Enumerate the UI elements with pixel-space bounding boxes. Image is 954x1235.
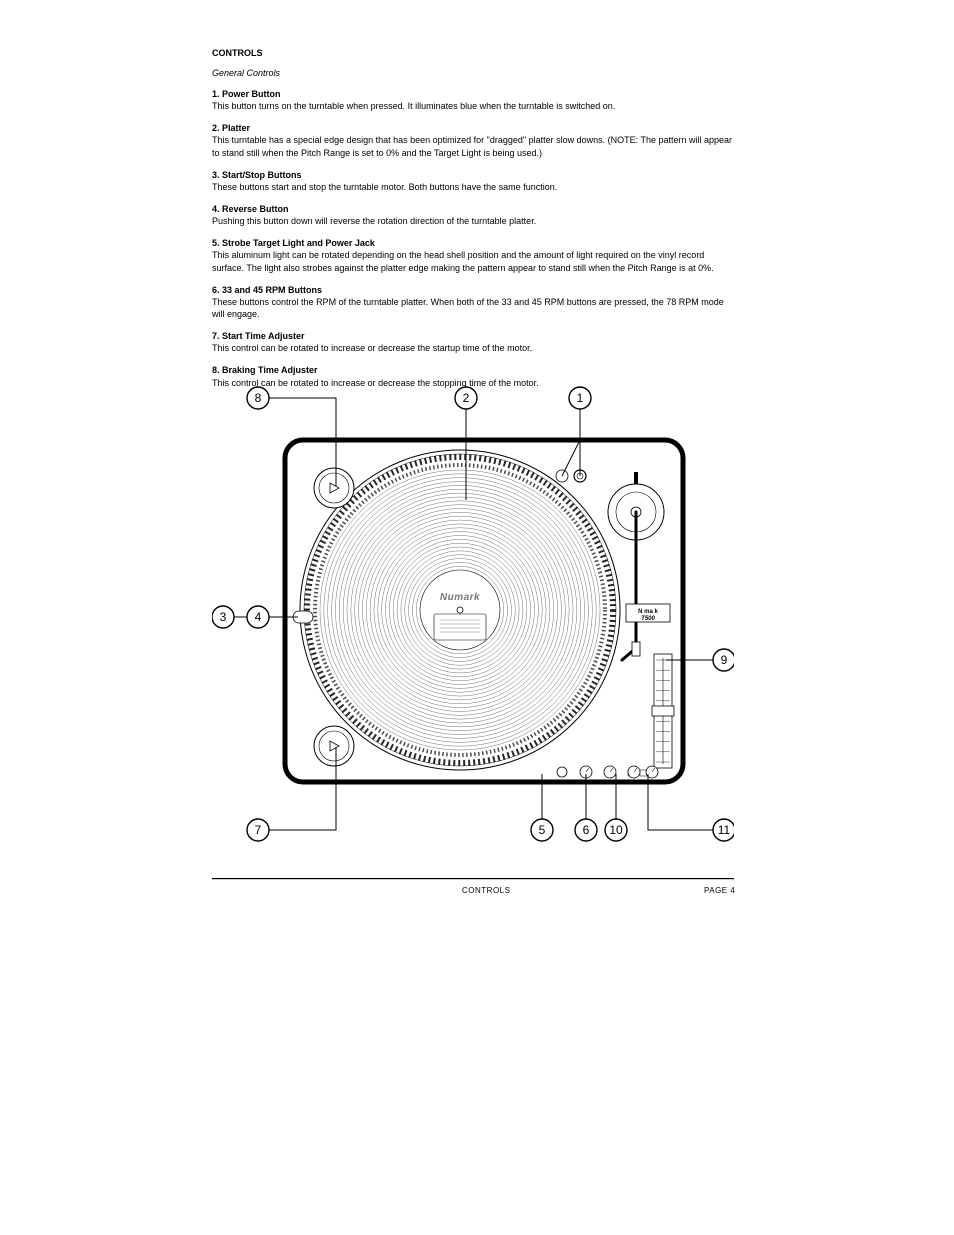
- svg-text:T500: T500: [641, 616, 655, 622]
- control-item: 2. Platter This turntable has a special e…: [212, 122, 734, 158]
- turntable-diagram: Numark N ma kT500 1 2 3 4 5 6 7 8 9 10 11: [212, 380, 734, 850]
- control-item-body: This button turns on the turntable when …: [212, 101, 615, 111]
- control-item-title: 8. Braking Time Adjuster: [212, 365, 318, 375]
- section-title: CONTROLS: [212, 48, 734, 58]
- svg-text:7: 7: [255, 823, 262, 837]
- control-item-title: 5. Strobe Target Light and Power Jack: [212, 238, 375, 248]
- control-item-body: These buttons start and stop the turntab…: [212, 182, 557, 192]
- content-area: CONTROLS General Controls 1. Power Butto…: [212, 48, 734, 399]
- svg-text:1: 1: [577, 391, 584, 405]
- svg-text:11: 11: [718, 823, 731, 837]
- footer-rule: [212, 878, 734, 879]
- svg-text:Numark: Numark: [440, 592, 480, 603]
- control-item: 3. Start/Stop Buttons These buttons start…: [212, 169, 734, 193]
- svg-text:10: 10: [609, 823, 623, 837]
- items-list: 1. Power Button This button turns on the …: [212, 88, 734, 389]
- diagram-svg: Numark N ma kT500 1 2 3 4 5 6 7 8 9 10 11: [212, 380, 734, 850]
- control-item-body: This aluminum light can be rotated depen…: [212, 250, 714, 272]
- control-item-title: 2. Platter: [212, 123, 250, 133]
- svg-text:6: 6: [583, 823, 590, 837]
- control-item-body: These buttons control the RPM of the tur…: [212, 297, 724, 319]
- control-item: 4. Reverse Button Pushing this button dow…: [212, 203, 734, 227]
- control-item: 5. Strobe Target Light and Power Jack Thi…: [212, 237, 734, 273]
- control-item-body: This turntable has a special edge design…: [212, 135, 732, 157]
- svg-text:5: 5: [539, 823, 546, 837]
- control-item-title: 1. Power Button: [212, 89, 281, 99]
- control-item: 6. 33 and 45 RPM Buttons These buttons co…: [212, 284, 734, 320]
- control-item: 1. Power Button This button turns on the …: [212, 88, 734, 112]
- footer-right: PAGE 4: [704, 886, 735, 895]
- footer-left: CONTROLS: [462, 886, 510, 895]
- control-item-body: This control can be rotated to increase …: [212, 343, 532, 353]
- svg-text:3: 3: [220, 610, 227, 624]
- svg-text:4: 4: [255, 610, 262, 624]
- svg-text:9: 9: [721, 653, 728, 667]
- control-item-body: Pushing this button down will reverse th…: [212, 216, 536, 226]
- control-item-title: 7. Start Time Adjuster: [212, 331, 305, 341]
- svg-text:8: 8: [255, 391, 262, 405]
- control-item-title: 3. Start/Stop Buttons: [212, 170, 302, 180]
- control-item: 7. Start Time Adjuster This control can b…: [212, 330, 734, 354]
- control-item-title: 6. 33 and 45 RPM Buttons: [212, 285, 322, 295]
- control-item-title: 4. Reverse Button: [212, 204, 289, 214]
- svg-text:N ma k: N ma k: [638, 609, 658, 615]
- svg-text:2: 2: [463, 391, 470, 405]
- page: CONTROLS General Controls 1. Power Butto…: [0, 0, 954, 1235]
- subheading: General Controls: [212, 68, 734, 78]
